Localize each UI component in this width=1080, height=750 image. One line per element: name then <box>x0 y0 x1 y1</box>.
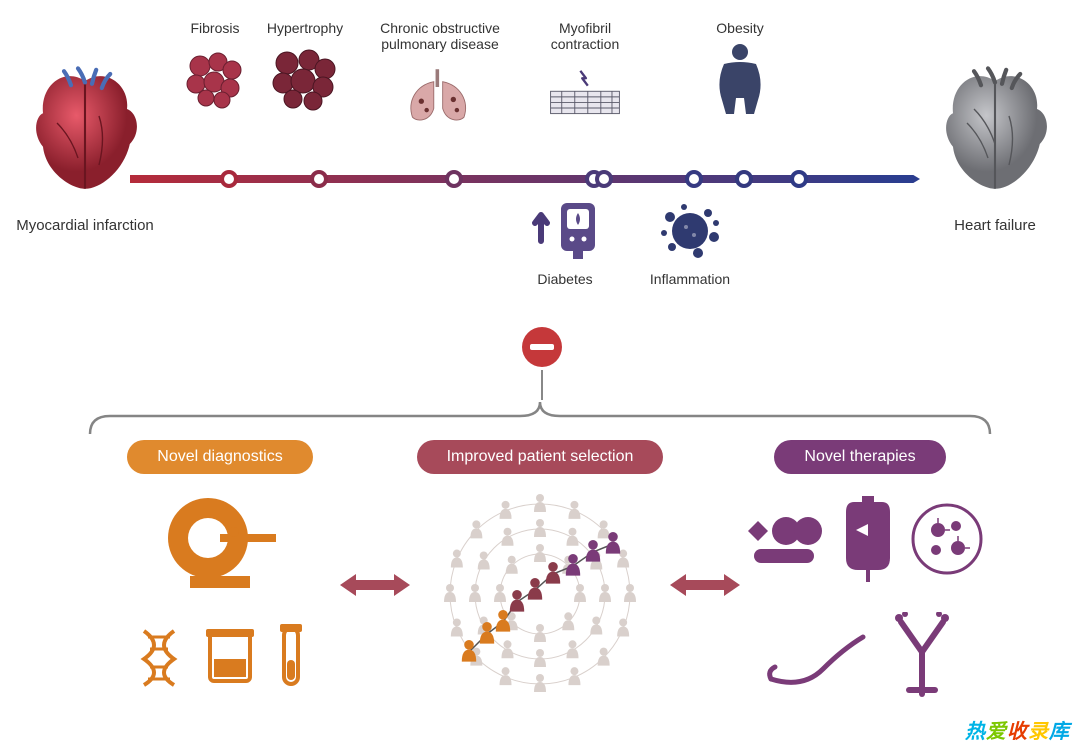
sample-cup-icon <box>200 625 260 689</box>
timeline-dot <box>735 170 753 188</box>
factor-obesity: Obesity <box>700 20 780 114</box>
virus-circle-icon <box>910 502 984 576</box>
hypertrophy-icon <box>265 44 345 114</box>
diagnostics-icons <box>60 494 380 692</box>
factor-inflammation: Inflammation <box>640 195 740 287</box>
factor-myofibril: Myofibril contraction <box>535 20 635 130</box>
diabetes-icon <box>525 195 605 265</box>
factor-label: Diabetes <box>520 271 610 287</box>
antibody-icon <box>887 612 957 702</box>
start-label: Myocardial infarction <box>10 217 160 234</box>
arrow-bidirectional-icon <box>670 570 740 600</box>
iv-bag-icon <box>840 494 896 584</box>
pill-selection: Improved patient selection <box>417 440 664 474</box>
factor-label: Hypertrophy <box>260 20 350 36</box>
interventions-row: Novel diagnostics <box>60 440 1020 720</box>
inflammation-icon <box>650 195 730 265</box>
heart-failure-icon <box>925 60 1065 200</box>
test-tube-icon <box>274 622 308 692</box>
timeline-dot <box>310 170 328 188</box>
stop-icon <box>520 325 564 369</box>
end-node: Heart failure <box>920 60 1070 234</box>
cells-icon <box>736 511 826 567</box>
disease-progression-timeline: Myocardial infarction Heart failure <box>0 0 1080 340</box>
watermark: 热爱收录库 <box>965 715 1070 744</box>
dna-icon <box>132 627 186 687</box>
arrow-bidirectional-icon <box>340 570 410 600</box>
start-node: Myocardial infarction <box>10 60 160 234</box>
pill-therapies: Novel therapies <box>774 440 945 474</box>
timeline-dot <box>220 170 238 188</box>
factor-label: Myofibril contraction <box>535 20 635 52</box>
timeline-dot <box>685 170 703 188</box>
myofibril-icon <box>545 60 625 130</box>
lungs-icon <box>400 60 480 130</box>
obesity-icon <box>700 44 780 114</box>
timeline-dot <box>790 170 808 188</box>
factor-copd: Chronic obstructive pulmonary disease <box>370 20 510 130</box>
column-selection: Improved patient selection <box>380 440 700 694</box>
factor-label: Inflammation <box>640 271 740 287</box>
factor-label: Obesity <box>700 20 780 36</box>
factor-diabetes: Diabetes <box>520 195 610 287</box>
factor-fibrosis: Fibrosis <box>175 20 255 114</box>
factor-label: Chronic obstructive pulmonary disease <box>370 20 510 52</box>
column-therapies: Novel therapies <box>700 440 1020 702</box>
factor-label: Fibrosis <box>175 20 255 36</box>
fibrosis-icon <box>175 44 255 114</box>
end-label: Heart failure <box>920 217 1070 234</box>
ct-scanner-icon <box>160 494 280 594</box>
bracket-icon <box>80 400 1000 436</box>
timeline-dot <box>445 170 463 188</box>
timeline-dot <box>595 170 613 188</box>
patient-selection-icon <box>380 494 700 694</box>
connector-line <box>541 370 543 400</box>
column-diagnostics: Novel diagnostics <box>60 440 380 692</box>
catheter-icon <box>763 619 873 695</box>
factor-hypertrophy: Hypertrophy <box>260 20 350 114</box>
therapies-icons <box>700 494 1020 702</box>
pill-diagnostics: Novel diagnostics <box>127 440 312 474</box>
